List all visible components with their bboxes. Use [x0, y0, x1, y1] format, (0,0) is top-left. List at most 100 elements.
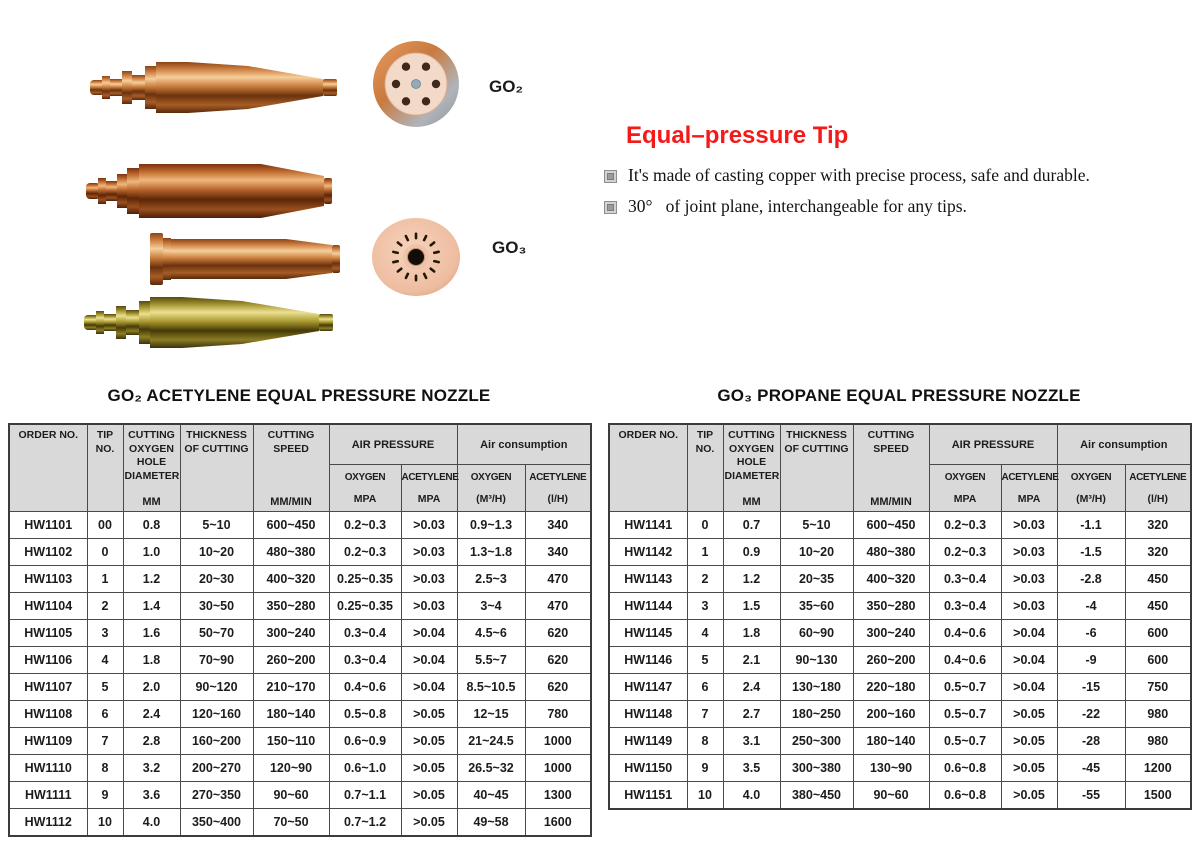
page-title: Equal–pressure Tip: [626, 122, 849, 149]
go3-table-title: GO₃ PROPANE EQUAL PRESSURE NOZZLE: [717, 386, 1081, 405]
table-cell: -2.8: [1056, 565, 1126, 593]
table-cell: HW1142: [608, 538, 688, 566]
table-cell: HW1141: [608, 511, 688, 539]
table-cell: 0.6~0.8: [928, 754, 1002, 782]
table-cell: 5: [86, 673, 124, 701]
table-cell: 300~380: [779, 754, 854, 782]
table-header-sub-row: OXYGEN MPA ACETYLENE MPA OXYGEN (M³/H) ACET…: [609, 464, 1192, 512]
table-header-group-row: ORDER NO. TIP NO. CUTTING OXYGEN HOLE DI…: [8, 423, 592, 512]
col-order-no: ORDER NO.: [608, 423, 688, 512]
table-cell: 10: [86, 808, 124, 837]
table-cell: 3: [86, 619, 124, 647]
col-pressure-oxygen: OXYGEN MPA: [928, 464, 1002, 512]
table-cell: -1.1: [1056, 511, 1126, 539]
table-row: HW1106 4 1.8 70~90 260~200 0.3~0.4 >0.04…: [8, 646, 592, 674]
table-cell: 300~240: [252, 619, 330, 647]
table-cell: 90~130: [779, 646, 854, 674]
table-cell: 120~90: [252, 754, 330, 782]
table-cell: 620: [524, 646, 592, 674]
table-cell: HW1108: [8, 700, 88, 728]
feature-list: It's made of casting copper with precise…: [604, 165, 1190, 217]
col-consumption-oxygen: OXYGEN (M³/H): [456, 464, 526, 512]
table-cell: 26.5~32: [456, 754, 526, 782]
feature-text: It's made of casting copper with precise…: [628, 165, 1090, 185]
table-cell: HW1145: [608, 619, 688, 647]
table-cell: 480~380: [252, 538, 330, 566]
table-cell: HW1112: [8, 808, 88, 837]
col-thickness: THICKNESS OF CUTTING: [779, 423, 854, 512]
table-cell: 120~160: [179, 700, 254, 728]
table-cell: >0.05: [1000, 727, 1058, 755]
table-header: ORDER NO. TIP NO. CUTTING OXYGEN HOLE DI…: [608, 423, 1192, 512]
table-cell: 260~200: [252, 646, 330, 674]
table-cell: 470: [524, 565, 592, 593]
table-cell: >0.03: [400, 511, 458, 539]
table-cell: HW1103: [8, 565, 88, 593]
table-cell: 0.5~0.7: [928, 700, 1002, 728]
table-cell: -1.5: [1056, 538, 1126, 566]
col-cutting-speed: CUTTING SPEED MM/MIN: [852, 423, 930, 512]
col-order-no: ORDER NO.: [8, 423, 88, 512]
col-consumption-oxygen: OXYGEN (M³/H): [1056, 464, 1126, 512]
table-cell: 90~60: [852, 781, 930, 810]
bullet-square-icon: [604, 201, 617, 214]
cutting-tip-photo-2: [86, 164, 332, 218]
table-cell: HW1106: [8, 646, 88, 674]
table-cell: >0.04: [1000, 673, 1058, 701]
table-cell: >0.03: [1000, 565, 1058, 593]
table-cell: 0.6~0.8: [928, 781, 1002, 810]
table-row: HW1112 10 4.0 350~400 70~50 0.7~1.2 >0.0…: [8, 808, 592, 837]
table-cell: 12~15: [456, 700, 526, 728]
table-cell: 5.5~7: [456, 646, 526, 674]
table-cell: 1.8: [722, 619, 781, 647]
table-cell: 1: [686, 538, 724, 566]
table-cell: 350~400: [179, 808, 254, 837]
table-cell: HW1144: [608, 592, 688, 620]
table-cell: 480~380: [852, 538, 930, 566]
table-cell: 320: [1124, 538, 1192, 566]
table-cell: 49~58: [456, 808, 526, 837]
table-cell: 0.6~0.9: [328, 727, 402, 755]
table-cell: >0.03: [400, 538, 458, 566]
table-cell: 2.1: [722, 646, 781, 674]
table-cell: HW1149: [608, 727, 688, 755]
table-cell: 0.9~1.3: [456, 511, 526, 539]
table-cell: 270~350: [179, 781, 254, 809]
table-cell: 0.4~0.6: [328, 673, 402, 701]
table-cell: HW1110: [8, 754, 88, 782]
table-cell: 3.1: [722, 727, 781, 755]
table-cell: 210~170: [252, 673, 330, 701]
table-cell: 7: [86, 727, 124, 755]
table-cell: 3.6: [122, 781, 181, 809]
table-cell: 0.8: [122, 511, 181, 539]
table-cell: HW1111: [8, 781, 88, 809]
table-row: HW1110 8 3.2 200~270 120~90 0.6~1.0 >0.0…: [8, 754, 592, 782]
table-cell: 8: [86, 754, 124, 782]
table-cell: 4: [86, 646, 124, 674]
table-cell: 130~90: [852, 754, 930, 782]
table-row: HW1111 9 3.6 270~350 90~60 0.7~1.1 >0.05…: [8, 781, 592, 809]
table-cell: 350~280: [852, 592, 930, 620]
product-description: Equal–pressure Tip It's made of casting …: [604, 122, 1190, 227]
table-row: HW1105 3 1.6 50~70 300~240 0.3~0.4 >0.04…: [8, 619, 592, 647]
go3-label: GO₃: [492, 238, 527, 257]
table-cell: 2.7: [722, 700, 781, 728]
table-cell: 0.9: [722, 538, 781, 566]
table-cell: 0.4~0.6: [928, 619, 1002, 647]
table-cell: 470: [524, 592, 592, 620]
table-cell: 180~140: [252, 700, 330, 728]
table-row: HW1146 5 2.1 90~130 260~200 0.4~0.6 >0.0…: [608, 646, 1192, 674]
col-thickness: THICKNESS OF CUTTING: [179, 423, 254, 512]
table-cell: HW1104: [8, 592, 88, 620]
table-cell: 340: [524, 538, 592, 566]
table-cell: 3.2: [122, 754, 181, 782]
table-cell: 2: [686, 565, 724, 593]
table-cell: 1200: [1124, 754, 1192, 782]
table-cell: 2.8: [122, 727, 181, 755]
table-cell: -6: [1056, 619, 1126, 647]
table-cell: 1.5: [722, 592, 781, 620]
table-cell: HW1105: [8, 619, 88, 647]
table-cell: 180~250: [779, 700, 854, 728]
go3-nozzle-face-image: [372, 218, 460, 296]
table-cell: 30~50: [179, 592, 254, 620]
